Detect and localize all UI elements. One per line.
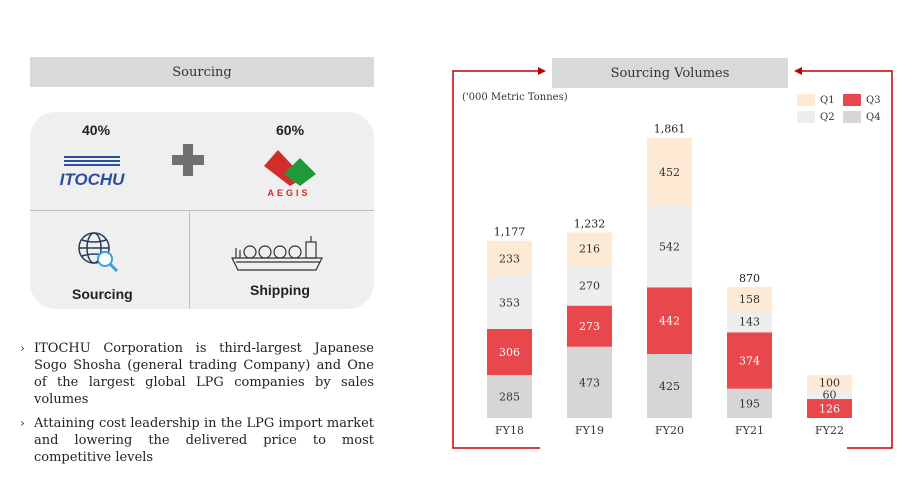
itochu-logo-text: ITOCHU (60, 170, 126, 189)
sourcing-header-label: Sourcing (172, 64, 232, 80)
legend-label-q2: Q2 (820, 111, 835, 123)
bar-label-fy21-q1: 158 (739, 293, 760, 306)
bullet-item: › Attaining cost leadership in the LPG i… (20, 415, 374, 466)
sourcing-volumes-header: Sourcing Volumes (552, 58, 788, 88)
bar-fy18-q2 (487, 275, 532, 329)
bar-label-fy22-q3: 126 (819, 403, 840, 416)
legend-label-q4: Q4 (866, 111, 881, 123)
bar-fy19-q3 (567, 305, 612, 347)
chart-unit-label: ('000 Metric Tonnes) (462, 92, 568, 103)
category-label-fy18: FY18 (495, 424, 524, 437)
chart-legend: Q1 Q3 Q2 Q4 (797, 94, 892, 128)
bar-label-fy21-q4: 195 (739, 397, 760, 410)
bullet-mark: › (20, 341, 25, 355)
sourcing-header: Sourcing (30, 57, 374, 87)
bar-fy21-q3 (727, 332, 772, 389)
itochu-logo-icon: ITOCHU (60, 156, 126, 189)
bar-label-fy18-q1: 233 (499, 252, 520, 265)
legend-label-q1: Q1 (820, 94, 835, 106)
legend-swatch-q3 (843, 94, 861, 106)
lpg-ship-icon (231, 236, 323, 271)
bar-label-fy19-q4: 473 (579, 376, 600, 389)
bar-label-fy18-q3: 306 (499, 346, 520, 359)
shipping-caption: Shipping (250, 282, 310, 298)
frame-left-bracket (452, 70, 543, 449)
bar-fy22-q2 (807, 389, 852, 400)
bar-fy19-q2 (567, 264, 612, 306)
jv-card: 40% 60% ITOCHU AEGIS (30, 112, 374, 309)
category-label-fy20: FY20 (655, 424, 684, 437)
bar-label-fy20-q2: 542 (659, 241, 680, 254)
total-label-fy18: 1,177 (494, 226, 526, 239)
legend-item-q4: Q4 (843, 111, 881, 123)
legend-swatch-q2 (797, 111, 815, 123)
bar-label-fy20-q3: 442 (659, 315, 680, 328)
legend-item-q3: Q3 (843, 94, 881, 106)
bullet-item: › ITOCHU Corporation is third-largest Ja… (20, 340, 374, 408)
legend-item-q1: Q1 (797, 94, 835, 106)
aegis-share: 60% (276, 122, 305, 138)
bar-label-fy22-q2: 60 (823, 389, 837, 402)
globe-search-icon (78, 232, 119, 273)
bar-label-fy19-q1: 216 (579, 243, 600, 256)
bar-fy20-q4 (647, 353, 692, 418)
aegis-logo-icon: AEGIS (264, 150, 316, 198)
bar-label-fy20-q4: 425 (659, 380, 680, 393)
sourcing-caption: Sourcing (72, 286, 133, 302)
bar-fy22-q1 (807, 374, 852, 390)
total-label-fy21: 870 (739, 272, 760, 285)
bar-label-fy22-q1: 100 (819, 376, 840, 389)
bar-fy19-q4 (567, 346, 612, 418)
bar-fy19-q1 (567, 232, 612, 265)
frame-arrow-right-icon (794, 67, 802, 75)
bar-fy18-q3 (487, 328, 532, 376)
bar-label-fy19-q2: 270 (579, 279, 600, 292)
legend-label-q3: Q3 (866, 94, 881, 106)
bullet-mark: › (20, 416, 25, 430)
legend-item-q2: Q2 (797, 111, 835, 123)
card-divider-horizontal (30, 210, 374, 211)
card-divider-vertical (189, 211, 190, 309)
bar-label-fy21-q3: 374 (739, 354, 760, 367)
bar-fy21-q2 (727, 310, 772, 333)
bar-fy20-q2 (647, 205, 692, 288)
sourcing-volumes-chart: 285 306 353 233 1,177 FY18 473 273 270 216 1,232 FY… (487, 123, 852, 437)
bar-fy20-q1 (647, 137, 692, 206)
category-label-fy22: FY22 (815, 424, 844, 437)
bar-fy21-q4 (727, 388, 772, 418)
bar-fy20-q3 (647, 287, 692, 354)
legend-swatch-q4 (843, 111, 861, 123)
bar-label-fy19-q3: 273 (579, 320, 600, 333)
bar-label-fy21-q2: 143 (739, 316, 760, 329)
bullet-list: › ITOCHU Corporation is third-largest Ja… (20, 340, 374, 473)
bar-label-fy18-q4: 285 (499, 391, 520, 404)
bullet-text: ITOCHU Corporation is third-largest Japa… (34, 341, 374, 407)
frame-arrow-left-icon (538, 67, 546, 75)
total-label-fy20: 1,861 (654, 123, 686, 136)
aegis-logo-text: AEGIS (267, 188, 310, 198)
legend-swatch-q1 (797, 94, 815, 106)
frame-right-bracket (797, 70, 893, 449)
bar-label-fy20-q1: 452 (659, 166, 680, 179)
itochu-share: 40% (82, 122, 111, 138)
bar-fy18-q4 (487, 375, 532, 418)
plus-icon (172, 144, 204, 176)
bar-label-fy18-q2: 353 (499, 296, 520, 309)
total-label-fy19: 1,232 (574, 217, 606, 230)
category-label-fy21: FY21 (735, 424, 764, 437)
bar-fy18-q1 (487, 240, 532, 276)
bar-fy22-q3 (807, 399, 852, 418)
category-label-fy19: FY19 (575, 424, 604, 437)
bullet-text: Attaining cost leadership in the LPG imp… (34, 416, 374, 465)
sourcing-volumes-title: Sourcing Volumes (610, 65, 730, 81)
bar-fy21-q1 (727, 286, 772, 311)
